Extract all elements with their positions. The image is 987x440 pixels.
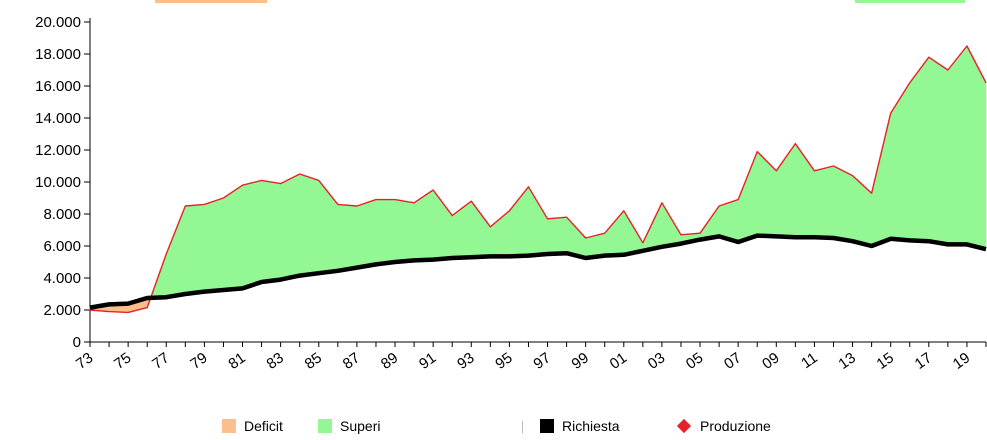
superi-area-segment <box>165 205 186 298</box>
y-tick-label: 18.000 <box>35 46 81 63</box>
y-tick-label: 8.000 <box>43 206 81 223</box>
x-tick-label: 19 <box>950 349 973 372</box>
x-tick-label: 93 <box>454 349 477 372</box>
superi-area-segment <box>204 197 224 292</box>
superi-area-segment <box>890 81 911 241</box>
x-tick-label: 91 <box>416 349 439 372</box>
top-left-legend-fragment <box>155 0 267 3</box>
x-tick-label: 97 <box>530 349 553 372</box>
y-axis: 0 2.000 4.000 6.000 8.000 10.000 12.000 14.000 1… <box>35 14 91 351</box>
produzione-line <box>89 45 987 314</box>
y-tick-label: 16.000 <box>35 78 81 95</box>
legend: Deficit Superi Richiesta Produzione <box>0 418 987 440</box>
superi-area-segment <box>432 189 453 260</box>
legend-item-produzione: Produzione <box>676 418 771 434</box>
superi-area-segment <box>261 180 281 283</box>
y-tick-label: 0 <box>73 334 81 351</box>
superi-area-segment <box>814 165 834 239</box>
superi-area-segment <box>737 151 758 243</box>
top-right-legend-fragment <box>855 0 965 3</box>
chart-svg: 0 2.000 4.000 6.000 8.000 10.000 12.000 14.000 1… <box>35 0 987 373</box>
line-layer <box>89 45 987 314</box>
x-tick-label: 89 <box>378 349 401 372</box>
superi-area-segment <box>604 209 625 256</box>
x-tick-label: 83 <box>264 349 287 372</box>
legend-label-produzione: Produzione <box>700 418 771 434</box>
x-tick-label: 07 <box>721 349 744 372</box>
legend-item-richiesta: Richiesta <box>540 418 620 434</box>
superi-area-segment <box>928 56 949 245</box>
x-tick-label: 85 <box>302 349 325 372</box>
legend-item-deficit: Deficit <box>222 418 283 434</box>
x-tick-label: 87 <box>340 349 363 372</box>
legend-item-superi: Superi <box>318 418 380 434</box>
x-tick-label: 13 <box>835 349 858 372</box>
x-tick-label: 15 <box>874 349 897 372</box>
superi-area-segment <box>375 199 396 265</box>
y-tick-label: 10.000 <box>35 174 81 191</box>
superi-area-segment <box>547 216 567 255</box>
superi-area-segment <box>280 173 301 280</box>
superi-swatch-icon <box>318 419 332 433</box>
legend-label-deficit: Deficit <box>244 418 283 434</box>
y-tick-label: 2.000 <box>43 302 81 319</box>
superi-area-segment <box>394 199 415 263</box>
superi-area-segment <box>661 201 682 248</box>
x-tick-label: 01 <box>607 349 630 372</box>
superi-area-segment <box>909 56 930 242</box>
superi-area-segment <box>451 200 472 259</box>
superi-area-segment <box>490 210 510 257</box>
superi-area-segment <box>223 184 243 291</box>
area-layer <box>89 45 987 313</box>
legend-label-richiesta: Richiesta <box>562 418 620 434</box>
superi-area-segment <box>947 45 968 245</box>
superi-area-segment <box>528 185 548 256</box>
x-tick-label: 81 <box>225 349 248 372</box>
x-tick-label: 73 <box>73 349 96 372</box>
superi-area-segment <box>509 185 529 257</box>
superi-area-segment <box>318 179 339 274</box>
x-tick-label: 77 <box>149 349 172 372</box>
produzione-diamond-icon <box>676 418 692 434</box>
x-tick-label: 75 <box>111 349 134 372</box>
x-tick-label: 09 <box>759 349 782 372</box>
superi-area-segment <box>470 200 491 258</box>
x-tick-label: 03 <box>645 349 668 372</box>
y-tick-label: 12.000 <box>35 142 81 159</box>
legend-label-superi: Superi <box>340 418 381 434</box>
superi-area-segment <box>852 174 872 247</box>
superi-area-segment <box>185 204 205 295</box>
deficit-swatch-icon <box>222 419 236 433</box>
superi-area-segment <box>833 165 853 242</box>
superi-area-segment <box>242 180 262 289</box>
top-legend-fragments <box>155 0 965 3</box>
y-tick-label: 4.000 <box>43 270 81 287</box>
superi-area-segment <box>337 204 358 272</box>
x-axis: 73 75 77 79 81 83 85 87 89 91 93 95 97 99 01 03 05 07 09 11… <box>73 341 987 373</box>
superi-area-segment <box>299 173 320 276</box>
y-tick-label: 14.000 <box>35 110 81 127</box>
x-tick-label: 99 <box>569 349 592 372</box>
superi-area-segment <box>356 199 377 268</box>
richiesta-swatch-icon <box>540 419 554 433</box>
x-tick-label: 17 <box>912 349 935 372</box>
superi-area-segment <box>756 150 777 237</box>
y-tick-label: 20.000 <box>35 14 81 31</box>
x-tick-label: 79 <box>187 349 210 372</box>
richiesta-line <box>89 233 987 310</box>
legend-separator <box>522 421 523 433</box>
x-tick-label: 95 <box>492 349 515 372</box>
x-tick-label: 05 <box>683 349 706 372</box>
y-tick-label: 6.000 <box>43 238 81 255</box>
x-tick-label: 11 <box>798 349 821 372</box>
superi-area-segment <box>623 209 644 256</box>
